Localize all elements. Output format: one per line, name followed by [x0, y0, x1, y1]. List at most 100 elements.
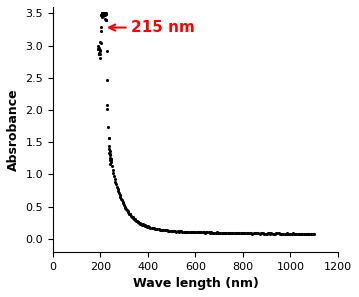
Point [122, 204, 127, 209]
Point [224, 231, 229, 236]
Point [250, 231, 255, 236]
Point [107, 152, 113, 157]
Point [119, 198, 125, 203]
Point [145, 224, 150, 229]
Point [117, 193, 122, 198]
X-axis label: Wave length (nm): Wave length (nm) [132, 277, 258, 290]
Point [171, 228, 177, 233]
Point [233, 230, 239, 235]
Point [149, 225, 154, 230]
Point [115, 186, 121, 191]
Point [98, 41, 103, 46]
Point [110, 168, 116, 173]
Point [302, 231, 308, 236]
Point [221, 231, 227, 236]
Point [106, 143, 112, 148]
Point [132, 218, 138, 222]
Point [103, 11, 109, 16]
Point [140, 222, 145, 227]
Point [308, 232, 313, 236]
Point [107, 146, 112, 151]
Point [183, 229, 189, 234]
Point [303, 232, 309, 237]
Point [145, 225, 151, 229]
Point [101, 12, 107, 17]
Point [253, 231, 259, 236]
Point [113, 182, 119, 187]
Point [176, 229, 182, 234]
Point [237, 231, 242, 236]
Point [103, 12, 108, 17]
Point [104, 78, 110, 83]
Point [261, 231, 267, 236]
Point [199, 230, 204, 235]
Point [288, 231, 293, 236]
Point [140, 222, 146, 227]
Point [275, 231, 280, 236]
Point [99, 12, 105, 17]
Point [260, 231, 266, 236]
Point [284, 231, 290, 236]
Point [257, 231, 262, 236]
Point [189, 230, 195, 234]
Point [193, 230, 199, 234]
Point [273, 231, 279, 236]
Point [188, 230, 194, 235]
Point [112, 176, 118, 181]
Point [170, 228, 176, 233]
Point [100, 14, 106, 19]
Point [206, 230, 211, 234]
Point [311, 232, 317, 236]
Point [227, 230, 233, 235]
Point [116, 191, 122, 196]
Point [290, 231, 296, 236]
Point [210, 230, 216, 235]
Point [160, 228, 166, 232]
Y-axis label: Absrobance: Absrobance [7, 88, 20, 171]
Point [120, 200, 125, 204]
Point [131, 217, 137, 222]
Point [102, 13, 108, 18]
Point [143, 224, 148, 228]
Point [255, 231, 260, 236]
Point [113, 179, 118, 184]
Point [213, 230, 219, 235]
Point [97, 52, 103, 56]
Point [238, 230, 243, 235]
Point [168, 228, 173, 233]
Point [232, 230, 238, 235]
Point [134, 219, 140, 223]
Point [246, 231, 252, 236]
Point [128, 214, 134, 218]
Point [209, 230, 215, 235]
Point [285, 231, 291, 236]
Point [104, 103, 110, 108]
Point [265, 231, 271, 236]
Point [156, 227, 162, 232]
Point [241, 231, 247, 236]
Point [106, 136, 112, 141]
Point [222, 230, 228, 235]
Point [95, 43, 101, 48]
Point [123, 207, 129, 211]
Point [102, 11, 108, 16]
Point [101, 11, 106, 16]
Point [122, 205, 128, 210]
Point [125, 209, 130, 214]
Point [137, 221, 143, 226]
Point [108, 158, 114, 163]
Point [278, 231, 284, 236]
Point [96, 45, 102, 50]
Point [177, 229, 183, 234]
Point [96, 51, 102, 56]
Point [104, 49, 109, 54]
Point [107, 152, 113, 157]
Point [127, 212, 132, 217]
Point [142, 223, 148, 228]
Point [135, 220, 141, 225]
Point [219, 230, 224, 235]
Point [202, 230, 208, 235]
Point [136, 220, 142, 225]
Point [259, 231, 265, 236]
Point [298, 232, 304, 236]
